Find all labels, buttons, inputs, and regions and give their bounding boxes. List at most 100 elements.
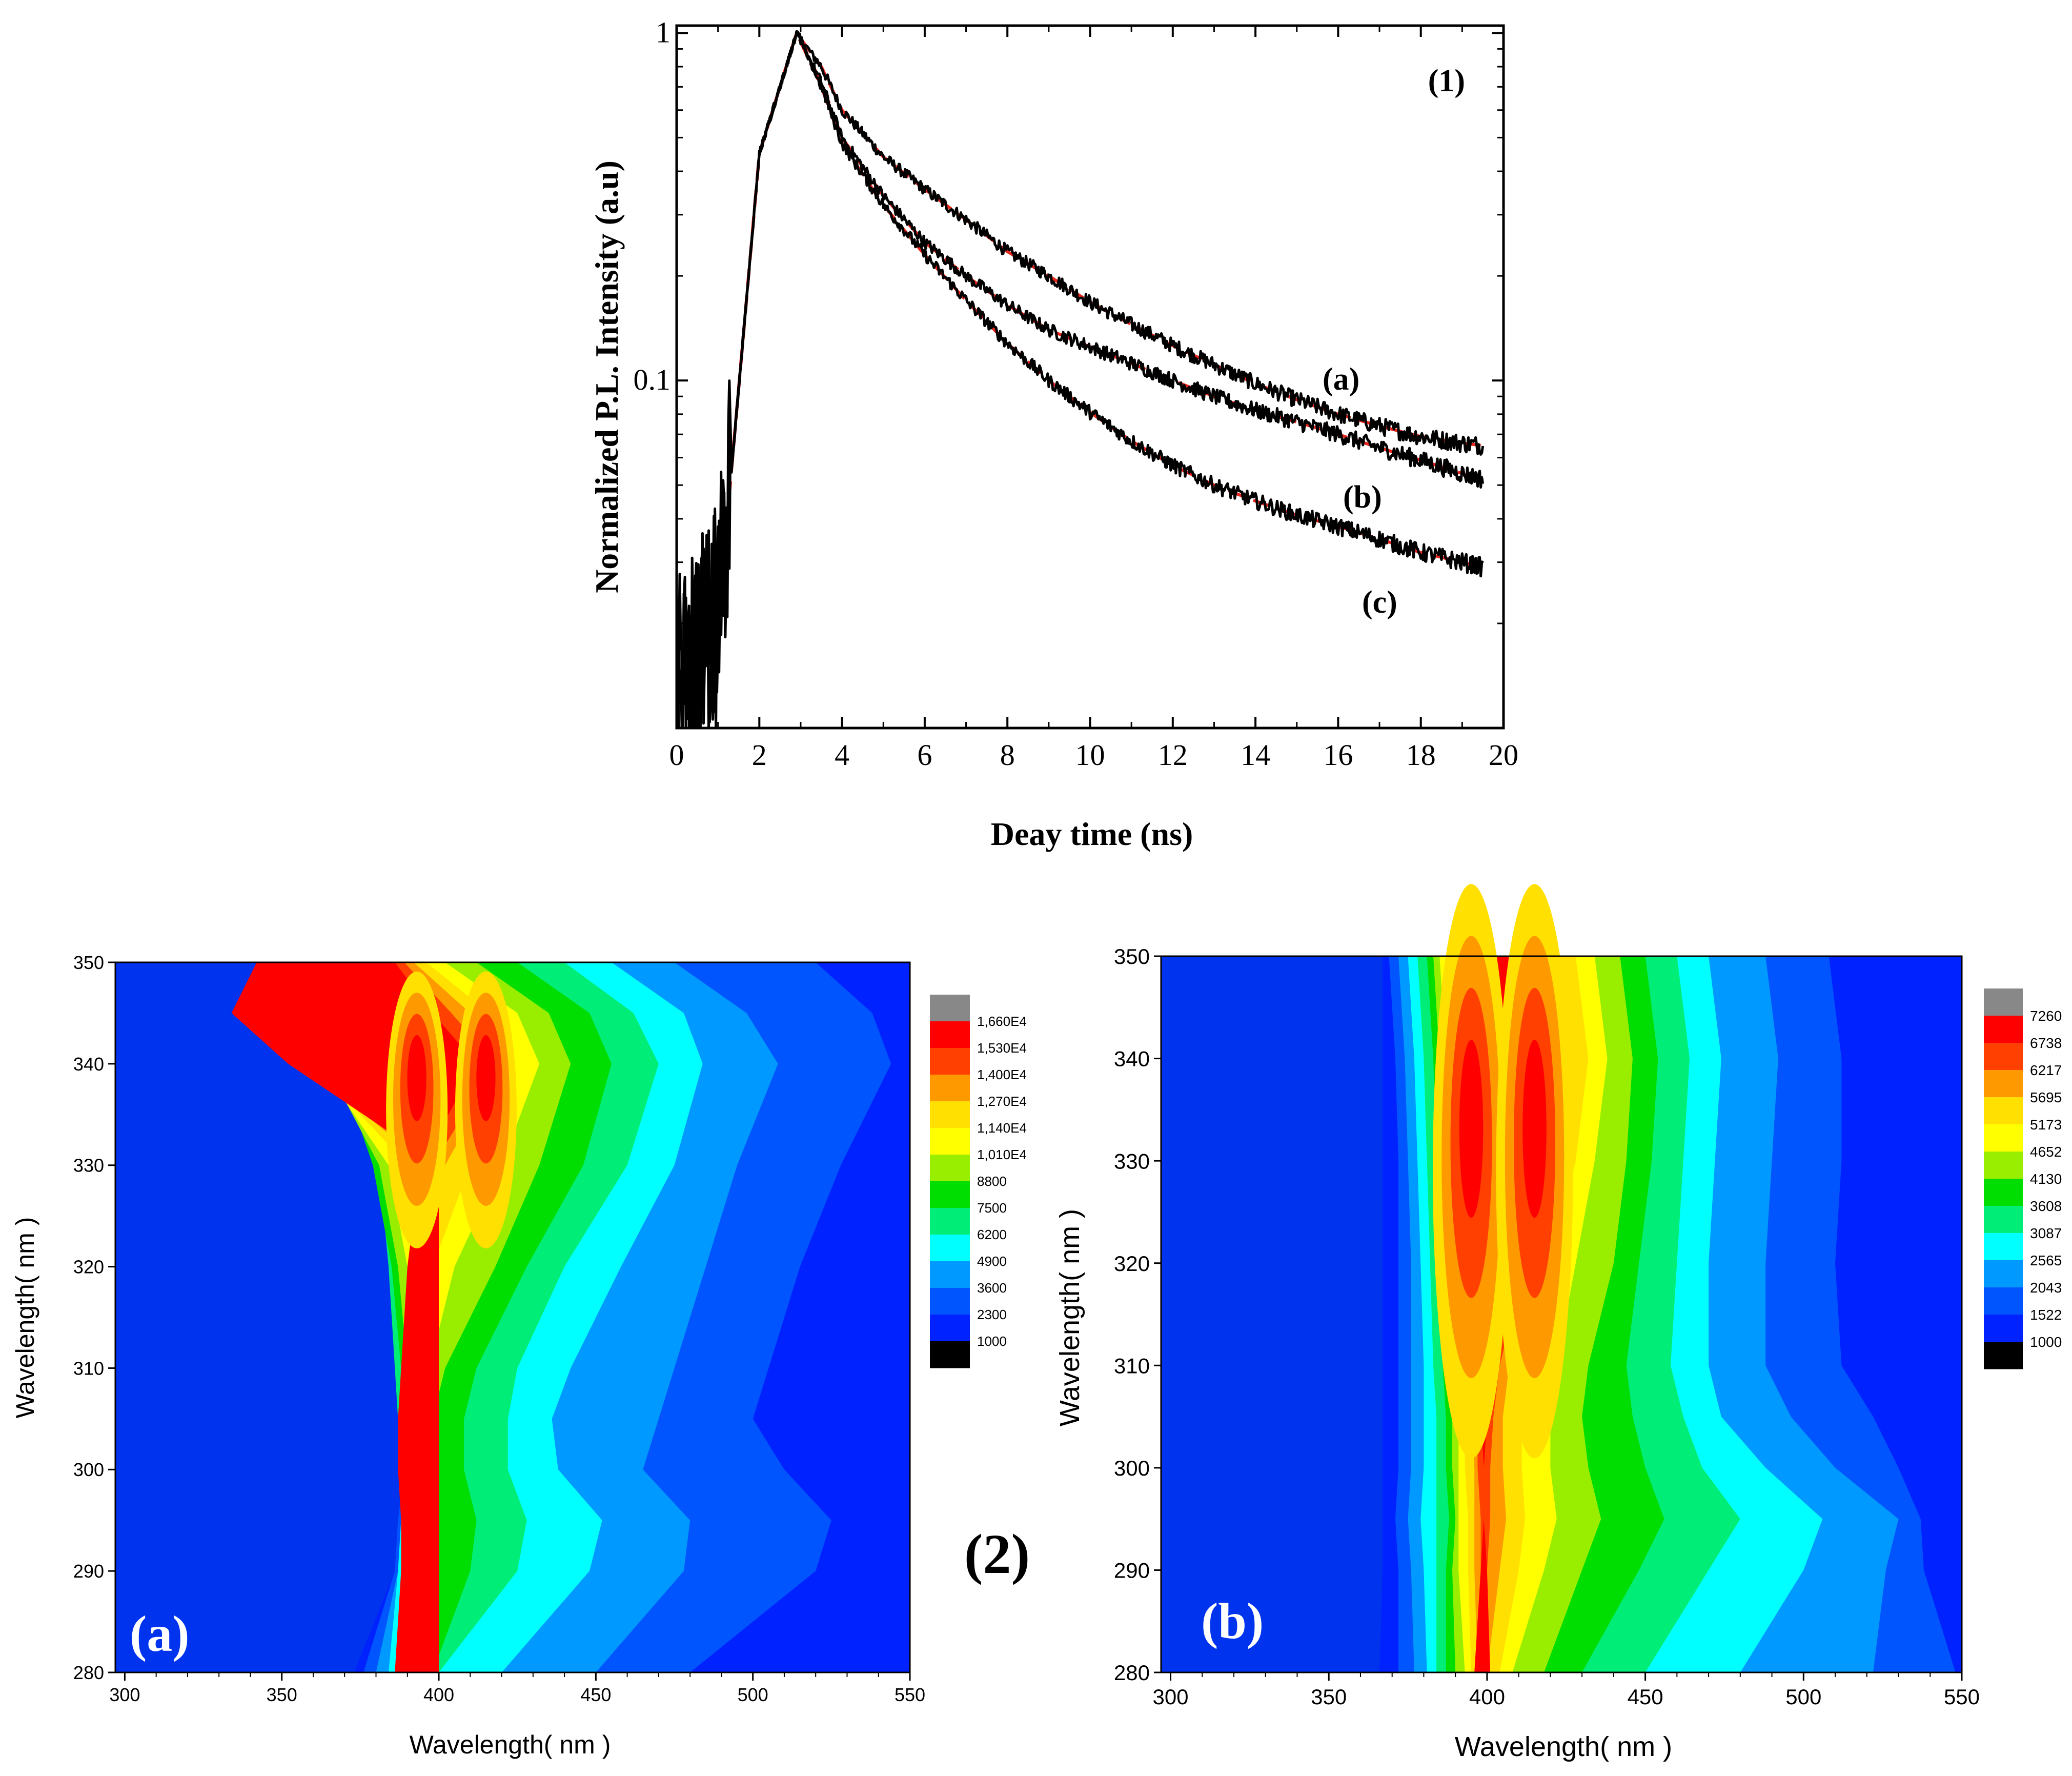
y-tick-label: 340 bbox=[1114, 1047, 1150, 1071]
x-tick-label: 10 bbox=[1075, 738, 1105, 772]
colorbar-label: 6738 bbox=[2030, 1035, 2062, 1051]
colorbar-label: 7500 bbox=[977, 1200, 1007, 1216]
decay-ticks: 0 2 4 6 8 10 12 14 16 18 20 0.1 1 bbox=[634, 15, 1519, 772]
colorbar-label: 3608 bbox=[2030, 1198, 2062, 1214]
colorbar-label: 2043 bbox=[2030, 1280, 2062, 1296]
colorbar-label: 4652 bbox=[2030, 1144, 2062, 1160]
colorbar-swatch bbox=[1984, 1124, 2023, 1152]
colorbar-label: 4130 bbox=[2030, 1171, 2062, 1187]
colorbar-label: 6200 bbox=[977, 1227, 1007, 1242]
colorbar-label: 6217 bbox=[2030, 1062, 2062, 1078]
x-tick-label: 20 bbox=[1489, 738, 1518, 772]
colorbar-swatch bbox=[1984, 1233, 2023, 1261]
y-tick-label: 330 bbox=[73, 1155, 104, 1176]
y-tick-label: 300 bbox=[73, 1459, 104, 1480]
colorbar-swatch bbox=[1984, 1152, 2023, 1179]
colorbar-label: 5173 bbox=[2030, 1117, 2062, 1133]
x-tick-label: 6 bbox=[917, 738, 932, 772]
y-tick-label: 0.1 bbox=[634, 363, 671, 396]
colorbar-label: 2565 bbox=[2030, 1253, 2062, 1268]
x-tick-label: 14 bbox=[1241, 738, 1270, 772]
colorbar-swatch bbox=[1984, 1260, 2023, 1288]
peak-1-level-3 bbox=[1522, 1039, 1547, 1218]
panel-label-a: (a) bbox=[130, 1605, 190, 1662]
heatmap-a-colorbar: 1,660E4 1,530E4 1,400E4 1,270E4 1,140E4 1,010… bbox=[930, 995, 1027, 1368]
colorbar-label: 4900 bbox=[977, 1254, 1007, 1269]
y-tick-label: 280 bbox=[1114, 1661, 1150, 1685]
x-tick-label: 400 bbox=[1469, 1685, 1505, 1709]
colorbar-swatch bbox=[930, 1155, 970, 1182]
heatmap-a-contours bbox=[115, 962, 910, 1672]
colorbar-swatch bbox=[1984, 1097, 2023, 1125]
x-tick-label: 550 bbox=[895, 1684, 925, 1705]
heatmap-a-y-axis-label: Wavelength( nm ) bbox=[11, 1217, 39, 1419]
heatmap-a-ticks: 300 350 400 450 500 550 280 290 300 310 320 330 340 3… bbox=[73, 952, 925, 1705]
heatmap-b-contours bbox=[1161, 884, 1962, 1672]
y-tick-label: 350 bbox=[1114, 944, 1150, 968]
decay-data-lines bbox=[675, 30, 1485, 730]
x-tick-label: 300 bbox=[109, 1684, 140, 1705]
x-tick-label: 450 bbox=[1628, 1685, 1663, 1709]
colorbar-swatch bbox=[930, 1021, 970, 1048]
colorbar-label: 3087 bbox=[2030, 1225, 2062, 1241]
series-label-c: (c) bbox=[1362, 585, 1397, 620]
y-tick-label: 320 bbox=[1114, 1252, 1150, 1276]
y-tick-label: 310 bbox=[1114, 1354, 1150, 1378]
peak-0-level-3 bbox=[407, 1035, 426, 1121]
colorbar-label: 1,530E4 bbox=[977, 1040, 1027, 1056]
colorbar-label: 1,010E4 bbox=[977, 1147, 1027, 1162]
x-tick-label: 12 bbox=[1158, 738, 1188, 772]
colorbar-swatch bbox=[930, 1261, 970, 1288]
colorbar-label: 1000 bbox=[2030, 1334, 2062, 1350]
x-tick-label: 450 bbox=[580, 1684, 611, 1705]
heatmap-b-x-axis-label: Wavelength( nm ) bbox=[1455, 1731, 1672, 1762]
colorbar-swatch bbox=[930, 1048, 970, 1075]
decay-x-axis-label: Deay time (ns) bbox=[991, 816, 1193, 852]
x-tick-label: 16 bbox=[1323, 738, 1353, 772]
colorbar-swatch bbox=[930, 1208, 970, 1235]
x-tick-label: 4 bbox=[835, 738, 849, 772]
colorbar-swatch bbox=[1984, 1070, 2023, 1098]
colorbar-swatch bbox=[930, 1288, 970, 1315]
colorbar-label: 7260 bbox=[2030, 1008, 2062, 1024]
colorbar-label: 8800 bbox=[977, 1174, 1007, 1189]
decay-y-axis-label: Normalized P.L. Intensity (a.u) bbox=[588, 160, 625, 593]
figure-label-2: (2) bbox=[964, 1523, 1030, 1585]
panel-label-1: (1) bbox=[1428, 64, 1465, 98]
colorbar-swatch bbox=[930, 1101, 970, 1128]
colorbar-swatch bbox=[1984, 1287, 2023, 1315]
x-tick-label: 350 bbox=[267, 1684, 297, 1705]
heatmap-b-y-axis-label: Wavelength( nm ) bbox=[1054, 1209, 1085, 1426]
heatmap-a: 300 350 400 450 500 550 280 290 300 310 320 330 340 3… bbox=[11, 952, 1027, 1759]
colorbar-swatch bbox=[930, 1181, 970, 1208]
colorbar-swatch bbox=[930, 1128, 970, 1155]
heatmap-b-frame bbox=[1160, 955, 1963, 1673]
data-line-2 bbox=[675, 30, 1484, 730]
colorbar-label: 1,660E4 bbox=[977, 1014, 1027, 1029]
peak-1-level-3 bbox=[476, 1035, 496, 1121]
y-tick-label: 290 bbox=[1114, 1559, 1150, 1583]
colorbar-swatch bbox=[1984, 1206, 2023, 1234]
heatmap-a-x-axis-label: Wavelength( nm ) bbox=[410, 1730, 611, 1759]
y-tick-label: 1 bbox=[656, 15, 671, 49]
colorbar-swatch bbox=[1984, 1342, 2023, 1369]
series-label-b: (b) bbox=[1343, 480, 1382, 515]
colorbar-swatch bbox=[1984, 988, 2023, 1016]
heatmap-b-colorbar: 7260 6738 6217 5695 5173 4652 4130 3608 3087 2565… bbox=[1984, 988, 2062, 1369]
heatmap-a-frame bbox=[114, 961, 911, 1673]
colorbar-swatch bbox=[1984, 1179, 2023, 1206]
y-tick-label: 310 bbox=[73, 1358, 104, 1379]
x-tick-label: 8 bbox=[1000, 738, 1015, 772]
colorbar-swatch bbox=[1984, 1016, 2023, 1043]
y-tick-label: 290 bbox=[73, 1561, 104, 1582]
x-tick-label: 350 bbox=[1311, 1685, 1347, 1709]
panel-label-b: (b) bbox=[1201, 1592, 1264, 1649]
x-tick-label: 550 bbox=[1944, 1685, 1980, 1709]
colorbar-swatch bbox=[930, 1315, 970, 1342]
data-line-0 bbox=[675, 30, 1485, 730]
heatmap-b: 300 350 400 450 500 550 280 290 300 310 320 330 340 3… bbox=[1054, 884, 2062, 1762]
x-tick-label: 500 bbox=[1785, 1685, 1821, 1709]
colorbar-swatch bbox=[1984, 1043, 2023, 1071]
decay-plot-area bbox=[675, 24, 1505, 730]
